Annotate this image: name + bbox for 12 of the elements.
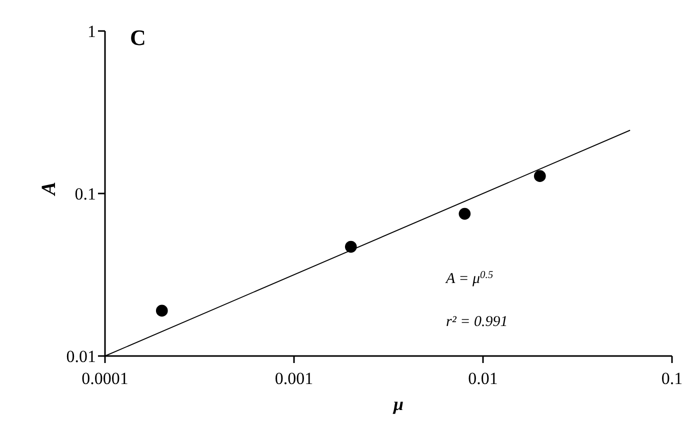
y-tick-label: 1 [88, 22, 96, 41]
y-axis-title: A [38, 182, 60, 198]
y-tick-label: 0.1 [74, 184, 96, 204]
annotation: r² = 0.991 [446, 314, 508, 330]
y-tick-label: 0.01 [66, 347, 96, 366]
x-tick-label: 0.0001 [82, 369, 128, 388]
chart-title: C [130, 25, 146, 50]
x-tick-label: 0.01 [468, 369, 498, 388]
x-tick-label: 0.001 [274, 369, 314, 388]
x-axis-title: μ [392, 394, 404, 414]
x-tick-label: 0.1 [661, 369, 683, 388]
annotation: A = μ$^{0.5}$ [445, 270, 494, 287]
